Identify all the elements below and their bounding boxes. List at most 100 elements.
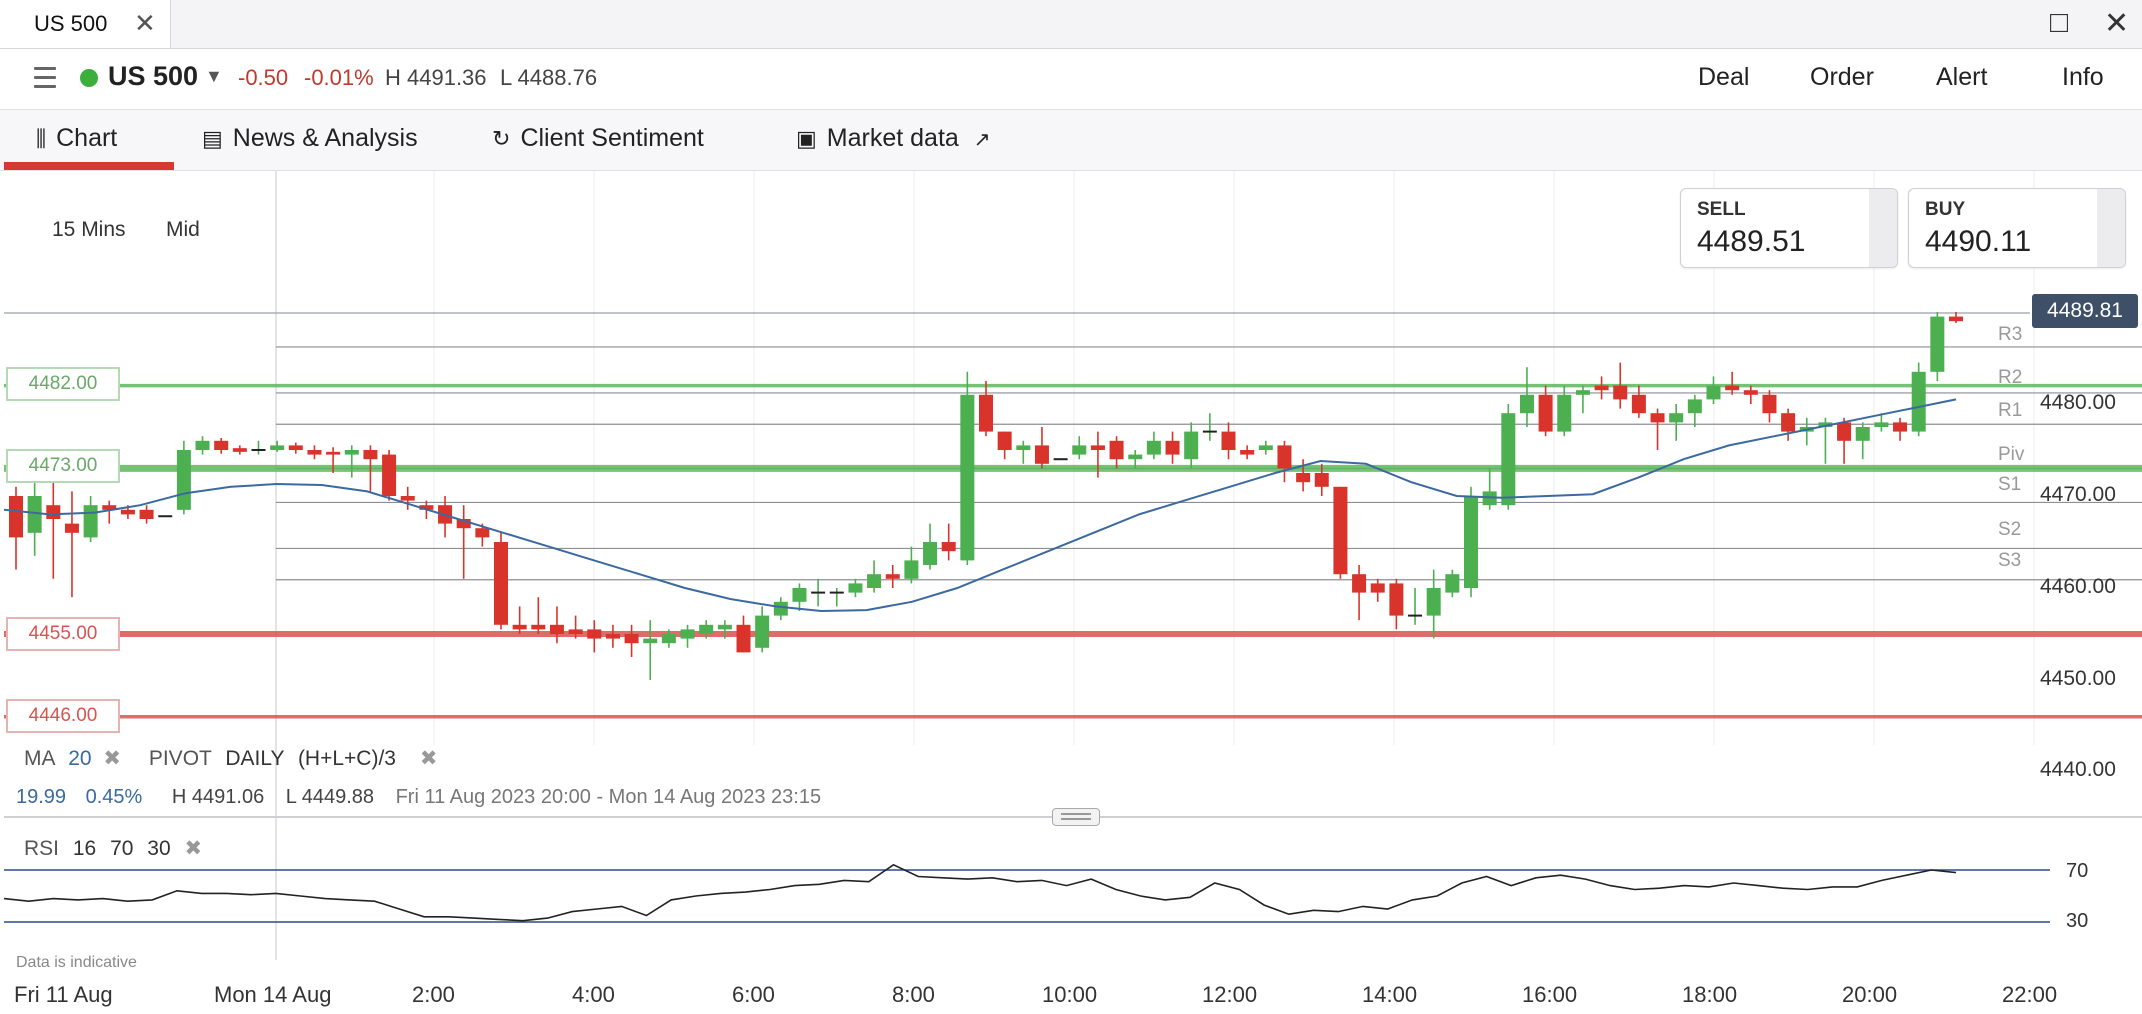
level-box-4473[interactable]: 4473.00 bbox=[6, 449, 120, 483]
order-button[interactable]: Order bbox=[1810, 63, 1874, 91]
candle bbox=[27, 482, 42, 556]
hamburger-menu-icon[interactable] bbox=[34, 67, 56, 94]
candle bbox=[549, 606, 564, 644]
candle bbox=[1072, 436, 1087, 460]
candle-body bbox=[270, 445, 285, 450]
candle bbox=[1930, 312, 1945, 381]
candle-body bbox=[1762, 394, 1777, 414]
rsi-period[interactable]: 16 bbox=[72, 837, 97, 860]
candle bbox=[139, 505, 154, 524]
candle bbox=[755, 606, 770, 653]
date-range: Fri 11 Aug 2023 20:00 - Mon 14 Aug 2023 … bbox=[395, 786, 822, 808]
y-tick-4450: 4450.00 bbox=[2040, 667, 2116, 690]
tab-client-sentiment[interactable]: ↻ Client Sentiment bbox=[492, 124, 704, 153]
remove-pivot-icon[interactable]: ✖ bbox=[419, 747, 438, 770]
candle-body bbox=[9, 496, 23, 538]
x-tick-1400: 14:00 bbox=[1362, 982, 1418, 1007]
tab-sentiment-label: Client Sentiment bbox=[520, 124, 704, 152]
sell-button[interactable]: SELL 4489.51 bbox=[1680, 188, 1898, 268]
remove-ma-icon[interactable]: ✖ bbox=[103, 747, 121, 770]
sell-price: 4489.51 bbox=[1697, 225, 1806, 258]
level-box-4482[interactable]: 4482.00 bbox=[6, 367, 120, 401]
alert-button[interactable]: Alert bbox=[1936, 63, 1988, 91]
tab-title: US 500 bbox=[34, 11, 108, 36]
candle bbox=[494, 532, 508, 630]
interval-selector[interactable]: 15 Mins bbox=[52, 218, 126, 241]
pivot-lines bbox=[276, 346, 2142, 581]
candle-body bbox=[1314, 473, 1329, 487]
candle-body bbox=[1426, 588, 1441, 616]
candle-body bbox=[1949, 316, 1963, 322]
candle bbox=[1370, 578, 1385, 602]
rsi-tick-30: 30 bbox=[2066, 910, 2089, 932]
x-tick-fri: Fri 11 Aug bbox=[14, 982, 113, 1007]
rsi-upper[interactable]: 70 bbox=[110, 837, 134, 860]
info-button[interactable]: Info bbox=[2062, 63, 2104, 91]
candle bbox=[867, 560, 882, 593]
candle-body bbox=[1594, 385, 1609, 391]
newspaper-icon: ▤ bbox=[202, 126, 223, 151]
tab-chart[interactable]: ⫼ Chart bbox=[36, 124, 117, 153]
candle-body bbox=[176, 450, 191, 510]
maximize-icon[interactable]: □ bbox=[2050, 6, 2069, 39]
candle-body bbox=[27, 496, 42, 533]
candle-body bbox=[1706, 385, 1721, 400]
candle bbox=[1557, 385, 1572, 437]
instrument-symbol[interactable]: US 500 bbox=[108, 61, 199, 91]
candle bbox=[1314, 463, 1329, 496]
candle-body bbox=[997, 431, 1012, 450]
pivot-frequency[interactable]: DAILY bbox=[225, 747, 285, 770]
ma-period[interactable]: 20 bbox=[68, 747, 92, 770]
instrument-tab[interactable]: US 500 ✕ bbox=[0, 0, 171, 48]
remove-rsi-icon[interactable]: ✖ bbox=[184, 837, 203, 860]
candle bbox=[1464, 486, 1478, 598]
candle-body bbox=[139, 509, 154, 519]
candle bbox=[1519, 367, 1534, 427]
close-tab-icon[interactable]: ✕ bbox=[134, 8, 156, 38]
candlestick-icon: ⫼ bbox=[36, 126, 47, 151]
level-box-4446[interactable]: 4446.00 bbox=[6, 699, 120, 733]
candle bbox=[1352, 565, 1367, 621]
candle bbox=[699, 620, 714, 639]
candle bbox=[661, 629, 676, 648]
tab-news-analysis[interactable]: ▤ News & Analysis bbox=[202, 124, 418, 153]
close-window-icon[interactable]: ✕ bbox=[2104, 7, 2130, 40]
candle bbox=[1725, 371, 1740, 395]
candle-body bbox=[1501, 413, 1516, 506]
candle bbox=[811, 578, 826, 607]
resize-handle[interactable] bbox=[1052, 808, 1100, 826]
candle-body bbox=[1855, 427, 1870, 441]
candle bbox=[195, 436, 210, 455]
price-type-selector[interactable]: Mid bbox=[166, 218, 200, 241]
candle-body bbox=[1072, 445, 1087, 455]
candle-body bbox=[344, 450, 359, 455]
pivot-label-r1: R1 bbox=[1998, 400, 2023, 421]
candle-body bbox=[456, 519, 471, 529]
candle-body bbox=[1557, 394, 1572, 432]
title-bar: US 500 ✕ □ ✕ bbox=[0, 0, 2142, 49]
candle bbox=[885, 565, 900, 588]
candle bbox=[680, 624, 695, 648]
rsi-lower[interactable]: 30 bbox=[147, 837, 171, 860]
candle-body bbox=[1016, 445, 1031, 450]
x-tick-0800: 8:00 bbox=[892, 982, 935, 1007]
candle bbox=[624, 624, 639, 657]
candle bbox=[214, 438, 229, 454]
candle-body bbox=[1296, 473, 1311, 483]
candle-body bbox=[568, 629, 583, 634]
candle bbox=[1426, 569, 1441, 639]
candle-body bbox=[1128, 454, 1143, 460]
candle bbox=[1128, 450, 1143, 469]
candle-body bbox=[1519, 394, 1534, 414]
chevron-down-icon[interactable]: ▼ bbox=[205, 66, 223, 86]
buy-button[interactable]: BUY 4490.11 bbox=[1908, 188, 2126, 268]
deal-button[interactable]: Deal bbox=[1698, 63, 1750, 91]
candle bbox=[605, 624, 620, 648]
candle-body bbox=[773, 601, 788, 616]
tab-market-data[interactable]: ▣ Market data ↗ bbox=[796, 124, 991, 153]
rsi-label: RSI bbox=[24, 837, 60, 860]
candle bbox=[512, 606, 527, 634]
level-box-4455[interactable]: 4455.00 bbox=[6, 617, 120, 651]
candle bbox=[1669, 404, 1684, 441]
